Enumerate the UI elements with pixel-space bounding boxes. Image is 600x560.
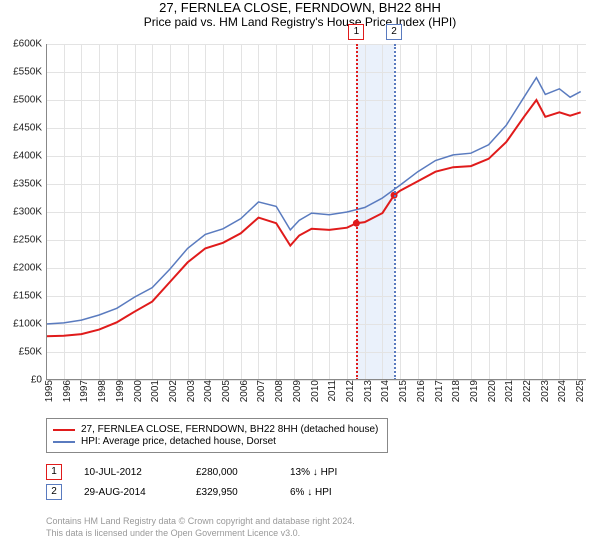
x-tick-label: 2005 xyxy=(219,380,232,402)
y-tick-label: £600K xyxy=(13,39,46,50)
footer-attribution: Contains HM Land Registry data © Crown c… xyxy=(46,516,355,539)
sale-badge: 1 xyxy=(46,464,62,480)
x-tick-label: 2006 xyxy=(237,380,250,402)
x-tick-label: 2009 xyxy=(290,380,303,402)
legend-swatch xyxy=(53,429,75,431)
sale-date: 29-AUG-2014 xyxy=(84,487,174,498)
x-tick-label: 2017 xyxy=(432,380,445,402)
sale-delta: 13% ↓ HPI xyxy=(290,467,337,478)
x-tick-label: 2019 xyxy=(467,380,480,402)
chart-title: 27, FERNLEA CLOSE, FERNDOWN, BH22 8HH xyxy=(0,0,600,15)
y-tick-label: £250K xyxy=(13,235,46,246)
sale-date: 10-JUL-2012 xyxy=(84,467,174,478)
x-tick-label: 2025 xyxy=(573,380,586,402)
legend-row: HPI: Average price, detached house, Dors… xyxy=(53,436,381,447)
chart-subtitle: Price paid vs. HM Land Registry's House … xyxy=(0,15,600,29)
sale-delta: 6% ↓ HPI xyxy=(290,487,332,498)
x-tick-label: 2008 xyxy=(272,380,285,402)
plot-border xyxy=(46,44,586,380)
sales-table: 1 10-JUL-2012 £280,000 13% ↓ HPI 2 29-AUG-201… xyxy=(46,460,337,504)
sale-price: £280,000 xyxy=(196,467,268,478)
event-badge: 2 xyxy=(386,24,402,40)
x-tick-label: 2003 xyxy=(184,380,197,402)
y-tick-label: £500K xyxy=(13,95,46,106)
x-tick-label: 2016 xyxy=(414,380,427,402)
plot-area: £0£50K£100K£150K£200K£250K£300K£350K£400… xyxy=(46,44,586,380)
footer-line-2: This data is licensed under the Open Gov… xyxy=(46,528,355,540)
x-tick-label: 1997 xyxy=(77,380,90,402)
x-tick-label: 2011 xyxy=(325,380,338,402)
x-tick-label: 1999 xyxy=(113,380,126,402)
sale-price: £329,950 xyxy=(196,487,268,498)
x-tick-label: 2010 xyxy=(308,380,321,402)
x-tick-label: 2014 xyxy=(378,380,391,402)
x-tick-label: 2015 xyxy=(396,380,409,402)
x-tick-label: 2007 xyxy=(254,380,267,402)
y-tick-label: £400K xyxy=(13,151,46,162)
y-tick-label: £350K xyxy=(13,179,46,190)
legend-row: 27, FERNLEA CLOSE, FERNDOWN, BH22 8HH (d… xyxy=(53,424,381,435)
y-tick-label: £100K xyxy=(13,319,46,330)
legend-swatch xyxy=(53,441,75,443)
x-tick-label: 2022 xyxy=(520,380,533,402)
y-tick-label: £200K xyxy=(13,263,46,274)
y-tick-label: £150K xyxy=(13,291,46,302)
y-tick-label: £450K xyxy=(13,123,46,134)
x-tick-label: 2013 xyxy=(361,380,374,402)
x-tick-label: 2024 xyxy=(555,380,568,402)
x-tick-label: 2020 xyxy=(485,380,498,402)
sale-row: 2 29-AUG-2014 £329,950 6% ↓ HPI xyxy=(46,484,337,500)
sale-row: 1 10-JUL-2012 £280,000 13% ↓ HPI xyxy=(46,464,337,480)
y-tick-label: £50K xyxy=(19,347,46,358)
x-tick-label: 2001 xyxy=(148,380,161,402)
x-tick-label: 2004 xyxy=(201,380,214,402)
x-tick-label: 2002 xyxy=(166,380,179,402)
x-tick-label: 1998 xyxy=(95,380,108,402)
x-tick-label: 2000 xyxy=(131,380,144,402)
x-tick-label: 2023 xyxy=(538,380,551,402)
x-tick-label: 2012 xyxy=(343,380,356,402)
x-tick-label: 1995 xyxy=(42,380,55,402)
legend-label: 27, FERNLEA CLOSE, FERNDOWN, BH22 8HH (d… xyxy=(81,424,378,435)
y-tick-label: £300K xyxy=(13,207,46,218)
y-tick-label: £550K xyxy=(13,67,46,78)
sale-badge: 2 xyxy=(46,484,62,500)
x-tick-label: 1996 xyxy=(60,380,73,402)
x-tick-label: 2018 xyxy=(449,380,462,402)
x-tick-label: 2021 xyxy=(502,380,515,402)
legend-label: HPI: Average price, detached house, Dors… xyxy=(81,436,276,447)
event-badge: 1 xyxy=(348,24,364,40)
legend: 27, FERNLEA CLOSE, FERNDOWN, BH22 8HH (d… xyxy=(46,418,388,453)
footer-line-1: Contains HM Land Registry data © Crown c… xyxy=(46,516,355,528)
